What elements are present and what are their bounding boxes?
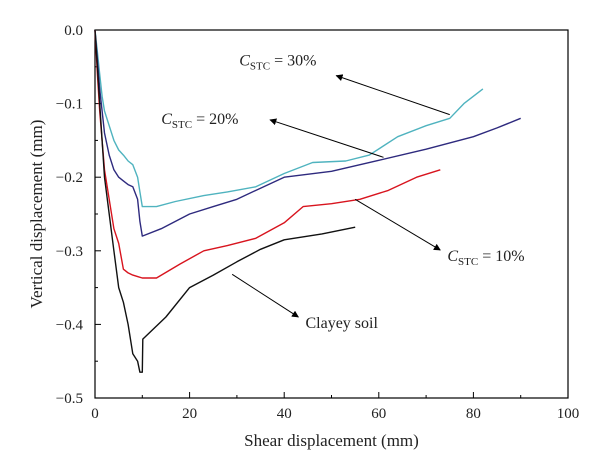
y-tick-label: −0.5 [56, 391, 83, 407]
x-tick-label: 20 [182, 406, 197, 422]
annotation-arrow-c-stc-20 [269, 118, 384, 158]
y-tick-label: −0.1 [56, 97, 83, 113]
plot-frame [94, 29, 569, 399]
y-tick-label: −0.4 [56, 317, 84, 333]
series-line-c-stc-30 [94, 29, 484, 208]
series-line-c-stc-10 [94, 29, 441, 279]
x-tick-label: 0 [91, 406, 99, 422]
y-axis-label: Vertical displacement (mm) [27, 120, 46, 309]
y-tick-label: −0.3 [56, 244, 83, 260]
x-tick-label: 40 [277, 406, 292, 422]
y-tick-label: 0.0 [64, 23, 83, 39]
axis-ticks: 0 20 40 60 80 100 0.0 −0.1 −0.2 −0.3 −0.4 −0.5 [56, 23, 579, 422]
x-axis-label: Shear displacement (mm) [244, 431, 419, 450]
x-tick-label: 60 [371, 406, 386, 422]
annotation-label-c-stc-20: CSTC = 20% [161, 111, 238, 131]
annotation-arrow-clayey-soil [231, 273, 299, 318]
annotation-label-clayey-soil: Clayey soil [305, 315, 378, 332]
series-lines [94, 29, 521, 373]
annotation-label-c-stc-30: CSTC = 30% [239, 52, 316, 72]
series-line-clayey-soil [94, 29, 356, 373]
series-line-c-stc-20 [94, 29, 521, 237]
y-tick-label: −0.2 [56, 170, 83, 186]
annotation-arrow-c-stc-30 [335, 74, 450, 116]
x-tick-label: 80 [466, 406, 481, 422]
annotations: CSTC = 30% CSTC = 20% CSTC = 10% Clayey soi… [161, 52, 524, 332]
annotation-label-c-stc-10: CSTC = 10% [447, 248, 524, 268]
x-tick-label: 100 [557, 406, 580, 422]
plot-area-border [94, 29, 569, 399]
annotation-arrow-c-stc-10 [354, 198, 441, 251]
